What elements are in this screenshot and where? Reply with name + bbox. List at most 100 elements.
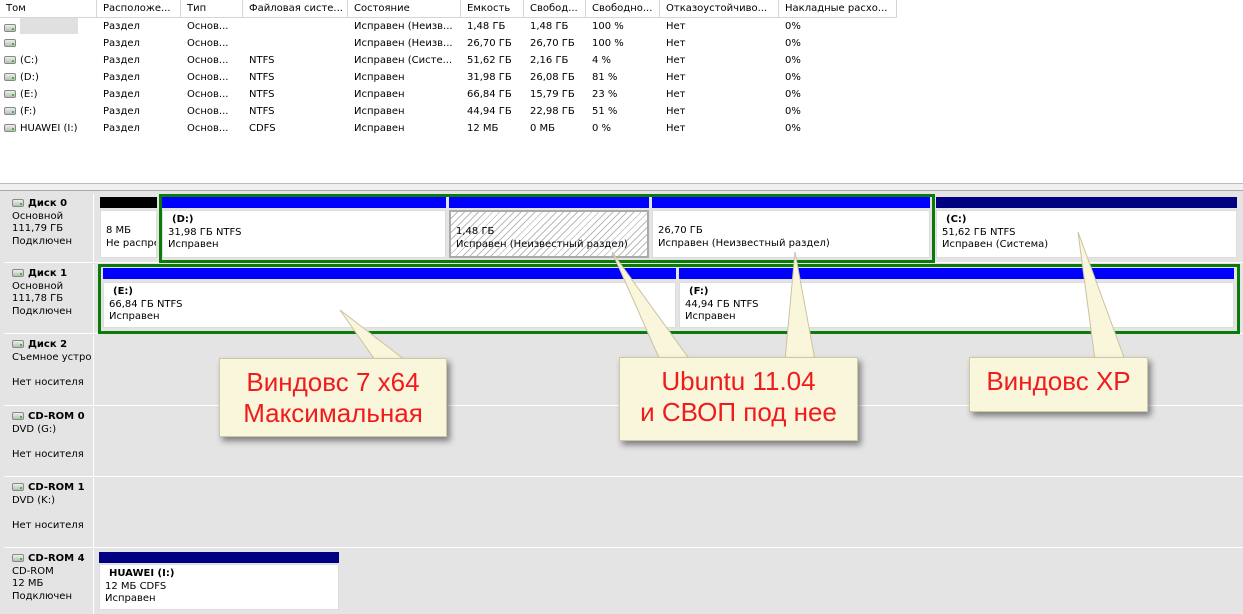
partition[interactable]: (D:) 31,98 ГБ NTFS Исправен <box>162 210 446 258</box>
table-cell: Раздел <box>97 86 181 103</box>
table-cell <box>0 18 97 35</box>
partition-text: 26,70 ГБ Исправен (Неизвестный раздел) <box>653 225 929 250</box>
column-header[interactable]: Состояние <box>348 0 461 18</box>
disk-info: Нет носителя <box>12 448 84 460</box>
column-header[interactable]: Емкость <box>461 0 524 18</box>
cdrom-icon <box>12 412 24 420</box>
table-cell: Нет <box>660 52 779 69</box>
table-cell: 12 МБ <box>461 120 524 137</box>
column-header[interactable]: Том <box>0 0 97 18</box>
cell-text: CDFS <box>249 123 276 134</box>
table-cell: Основ... <box>181 52 243 69</box>
table-row[interactable]: (F:) Раздел Основ... NTFS Исправен 44,94 ГБ 22… <box>0 103 1243 120</box>
table-cell: 44,94 ГБ <box>461 103 524 120</box>
cell-text: 0% <box>785 38 801 49</box>
cell-text: Исправен <box>354 72 405 83</box>
partition-bar <box>100 197 157 208</box>
partition-status: Исправен <box>168 239 219 250</box>
partition[interactable]: 1,48 ГБ Исправен (Неизвестный раздел) <box>449 210 649 258</box>
cell-text: 44,94 ГБ <box>467 106 512 117</box>
disk-name: Диск 0 <box>12 198 93 211</box>
cell-text: Раздел <box>103 123 140 134</box>
column-header[interactable]: Свободно... <box>586 0 660 18</box>
callout-line: и СВОП под нее <box>640 397 837 427</box>
partition-text: (D:) 31,98 ГБ NTFS Исправен <box>163 214 445 252</box>
cell-text: 15,79 ГБ <box>530 89 575 100</box>
disk-map: Диск 0 Основной 111,79 ГБ Подключен Диск 1 Ос… <box>0 191 1243 614</box>
table-cell: Нет <box>660 18 779 35</box>
partition-bar <box>679 268 1234 279</box>
partition-size: 66,84 ГБ NTFS <box>109 298 183 310</box>
cell-text: 26,70 ГБ <box>530 38 575 49</box>
table-cell: 15,79 ГБ <box>524 86 586 103</box>
cell-text: 81 % <box>592 72 618 83</box>
cdrom-icon <box>12 554 24 562</box>
table-cell: Раздел <box>97 69 181 86</box>
partition-size: 12 МБ CDFS <box>105 580 167 592</box>
cell-text: 100 % <box>592 21 624 32</box>
column-header[interactable]: Свобод... <box>524 0 586 18</box>
partition[interactable]: (E:) 66,84 ГБ NTFS Исправен <box>103 282 676 328</box>
disk-label[interactable]: Диск 2 Съемное устро Нет носителя <box>4 335 94 406</box>
table-cell: NTFS <box>243 86 348 103</box>
table-row[interactable]: (E:) Раздел Основ... NTFS Исправен 66,84 ГБ 15… <box>0 86 1243 103</box>
table-cell: 4 % <box>586 52 660 69</box>
table-cell: NTFS <box>243 103 348 120</box>
cell-text: Исправен <box>354 106 405 117</box>
table-cell: 22,98 ГБ <box>524 103 586 120</box>
partition[interactable]: 26,70 ГБ Исправен (Неизвестный раздел) <box>652 210 930 258</box>
disk-label[interactable]: Диск 0 Основной 111,79 ГБ Подключен <box>4 194 94 263</box>
partition[interactable]: (F:) 44,94 ГБ NTFS Исправен <box>679 282 1234 328</box>
column-header[interactable]: Тип <box>181 0 243 18</box>
table-cell: Исправен <box>348 103 461 120</box>
volume-icon <box>4 23 16 32</box>
partition-size: 8 МБ <box>106 225 132 236</box>
cell-text: 0% <box>785 89 801 100</box>
table-cell: Раздел <box>97 35 181 52</box>
cell-text: 26,08 ГБ <box>530 72 575 83</box>
cdrom-icon <box>12 483 24 491</box>
column-header[interactable]: Расположе... <box>97 0 181 18</box>
column-header[interactable]: Накладные расхо... <box>779 0 897 18</box>
partition-status: Исправен (Система) <box>942 239 1049 250</box>
partition-bar <box>652 197 930 208</box>
cell-text: 2,16 ГБ <box>530 55 569 66</box>
disk-label[interactable]: CD-ROM 0 DVD (G:) Нет носителя <box>4 407 94 477</box>
cell-text: 12 МБ <box>467 123 499 134</box>
table-cell: 0% <box>779 35 897 52</box>
disk-label[interactable]: CD-ROM 1 DVD (K:) Нет носителя <box>4 478 94 548</box>
table-cell: 100 % <box>586 35 660 52</box>
callout-pointer <box>339 309 407 361</box>
table-row[interactable]: Раздел Основ... Исправен (Неизв... 1,48 ГБ 1… <box>0 18 1243 35</box>
column-header[interactable]: Файловая систе... <box>243 0 348 18</box>
cdrom-icon <box>4 124 16 132</box>
table-cell: Нет <box>660 103 779 120</box>
partition-status: Не распределена <box>106 237 156 249</box>
disk-name-text: CD-ROM 4 <box>28 553 85 564</box>
disk-label[interactable]: CD-ROM 4 CD-ROM 12 МБ Подключен <box>4 549 94 614</box>
cell-text: Нет <box>666 21 686 32</box>
table-cell: 0% <box>779 52 897 69</box>
table-cell: Исправен (Систе... <box>348 52 461 69</box>
table-cell: (C:) <box>0 52 97 69</box>
table-cell: 0% <box>779 120 897 137</box>
table-cell: HUAWEI (I:) <box>0 120 97 137</box>
table-cell: 26,08 ГБ <box>524 69 586 86</box>
disk-name-text: CD-ROM 0 <box>28 411 85 422</box>
callout-line: Максимальная <box>243 398 423 428</box>
table-cell: Основ... <box>181 69 243 86</box>
cell-text: Раздел <box>103 38 140 49</box>
pane-splitter[interactable] <box>0 184 1243 191</box>
table-row[interactable]: Раздел Основ... Исправен (Неизв... 26,70 ГБ… <box>0 35 1243 52</box>
table-row[interactable]: (D:) Раздел Основ... NTFS Исправен 31,98 ГБ 26… <box>0 69 1243 86</box>
table-cell: 0% <box>779 86 897 103</box>
partition[interactable]: HUAWEI (I:) 12 МБ CDFS Исправен <box>99 564 339 610</box>
table-row[interactable]: HUAWEI (I:) Раздел Основ... CDFS Исправен 12 … <box>0 120 1243 137</box>
volume-list[interactable]: Том Расположе... Тип Файловая систе... Состо… <box>0 0 1243 184</box>
cell-text: 0 МБ <box>530 123 556 134</box>
disk-info: 111,78 ГБ <box>12 293 64 304</box>
disk-label[interactable]: Диск 1 Основной 111,78 ГБ Подключен <box>4 264 94 334</box>
table-row[interactable]: (C:) Раздел Основ... NTFS Исправен (Систе...… <box>0 52 1243 69</box>
column-header[interactable]: Отказоустойчиво... <box>660 0 779 18</box>
